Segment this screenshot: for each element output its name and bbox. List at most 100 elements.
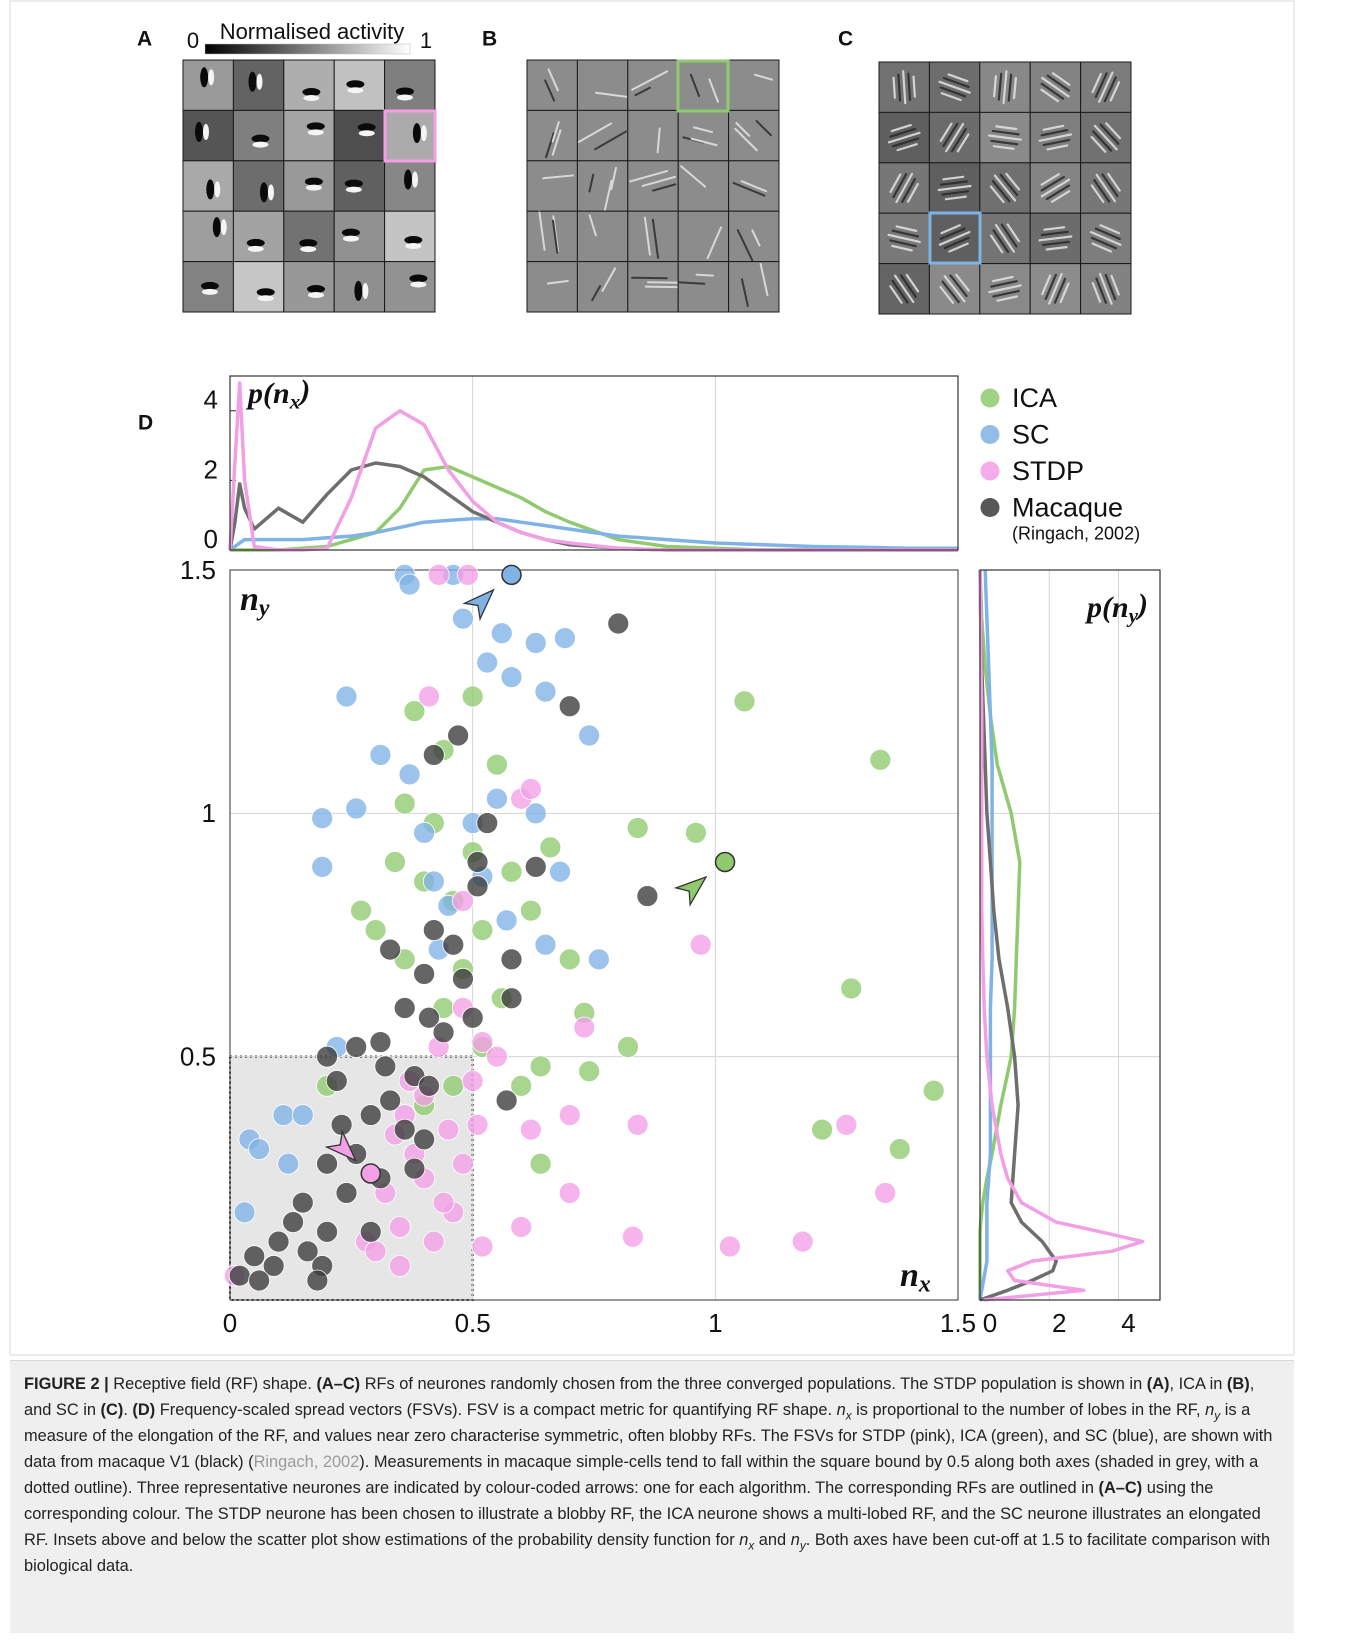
y-tick-label: 1.5	[180, 555, 216, 585]
scatter-point	[501, 949, 522, 970]
scatter-point	[365, 920, 386, 941]
highlight-point	[502, 565, 521, 584]
scatter-point	[690, 934, 711, 955]
scatter-point	[317, 1221, 338, 1242]
scatter-point	[496, 1090, 517, 1111]
scatter-point	[312, 808, 333, 829]
scatter-point	[380, 939, 401, 960]
caption: FIGURE 2 | Receptive field (RF) shape. (…	[10, 1360, 1294, 1633]
scatter-point	[336, 1182, 357, 1203]
scatter-point	[414, 963, 435, 984]
x-tick-label: 2	[1052, 1308, 1066, 1338]
panel-label: B	[482, 28, 497, 51]
caption-run: Receptive field (RF) shape.	[109, 1375, 317, 1393]
scatter-point	[617, 1036, 638, 1057]
rf-stripe	[632, 278, 667, 279]
rf-cell	[527, 60, 577, 110]
scatter-point	[452, 1153, 473, 1174]
rf-cell	[729, 262, 779, 312]
caption-run: , ICA in	[1170, 1375, 1227, 1393]
rf-cell	[233, 161, 283, 211]
plot-background	[980, 570, 1160, 1300]
scatter-point	[472, 1236, 493, 1257]
rf-cell	[385, 262, 435, 312]
scatter-point	[472, 920, 493, 941]
scatter-point	[278, 1153, 299, 1174]
math-part: n	[240, 581, 259, 618]
rf-blob	[306, 185, 322, 191]
rf-stripe	[646, 287, 677, 288]
scatter-point	[452, 968, 473, 989]
scatter-point	[559, 696, 580, 717]
rf-cell	[577, 161, 627, 211]
rf-cell	[678, 110, 728, 160]
scatter-point	[394, 1119, 415, 1140]
rf-grid	[527, 60, 779, 312]
y-tick-label: 1	[202, 798, 216, 828]
scatter-point	[870, 749, 891, 770]
scatter-point	[477, 652, 498, 673]
rf-blob	[200, 67, 208, 87]
rf-blob	[421, 125, 427, 141]
colorbar-tick-label: 0	[187, 28, 199, 53]
scatter-point	[520, 1119, 541, 1140]
rf-blob	[256, 74, 262, 90]
caption-run: is proportional to the number of lobes i…	[852, 1401, 1206, 1419]
scatter-point	[511, 1217, 532, 1238]
rf-cell	[284, 110, 334, 160]
rf-blob	[345, 180, 363, 188]
rf-blob	[308, 129, 324, 135]
colorbar-tick-label: 1	[420, 28, 432, 53]
scatter-point	[462, 686, 483, 707]
scatter-point	[448, 725, 469, 746]
math-part: x	[918, 1272, 931, 1298]
scatter-point	[292, 1192, 313, 1213]
scatter-point	[554, 628, 575, 649]
rf-grid	[879, 62, 1131, 314]
rf-cell	[678, 60, 728, 110]
scatter-point	[491, 623, 512, 644]
rf-cell	[233, 262, 283, 312]
rf-blob	[343, 236, 359, 242]
page: A B C Normalised activity D 0100.511.50.…	[0, 0, 1360, 1642]
scatter-point	[438, 1119, 459, 1140]
rf-cell	[729, 60, 779, 110]
rf-blob	[201, 282, 219, 290]
scatter-point	[336, 686, 357, 707]
scatter-point	[559, 1105, 580, 1126]
scatter-point	[467, 852, 488, 873]
panel-label: C	[838, 28, 853, 51]
rf-blob	[206, 179, 214, 199]
scatter-point	[423, 1231, 444, 1252]
x-tick-label: 0	[983, 1308, 997, 1338]
scatter-point	[234, 1202, 255, 1223]
scatter-point	[404, 1158, 425, 1179]
rf-blob	[258, 295, 274, 301]
legend-label: ICA	[1012, 383, 1057, 413]
scatter-point	[501, 988, 522, 1009]
rf-cell	[729, 211, 779, 261]
x-tick-label: 1	[708, 1308, 722, 1338]
scatter-point	[399, 764, 420, 785]
scatter-point	[559, 949, 580, 970]
scatter-point	[875, 1182, 896, 1203]
scatter-point	[685, 822, 706, 843]
legend-swatch	[981, 389, 1000, 408]
caption-run: n	[837, 1401, 846, 1419]
scatter-point	[249, 1270, 270, 1291]
rf-cell	[527, 262, 577, 312]
caption-run: and	[754, 1531, 790, 1549]
x-tick-label: 4	[1121, 1308, 1135, 1338]
rf-blob	[396, 87, 414, 95]
caption-run: Frequency-scaled spread vectors (FSVs). …	[155, 1401, 836, 1419]
rf-cell	[577, 262, 627, 312]
scatter-point	[380, 1090, 401, 1111]
scatter-point	[637, 886, 658, 907]
caption-run: n	[739, 1531, 748, 1549]
y-tick-label: 0	[204, 524, 218, 554]
scatter-point	[452, 608, 473, 629]
caption-run: (B)	[1227, 1375, 1250, 1393]
legend-note: (Ringach, 2002)	[1012, 523, 1140, 543]
rf-cell	[628, 60, 678, 110]
scatter-point	[574, 1017, 595, 1038]
